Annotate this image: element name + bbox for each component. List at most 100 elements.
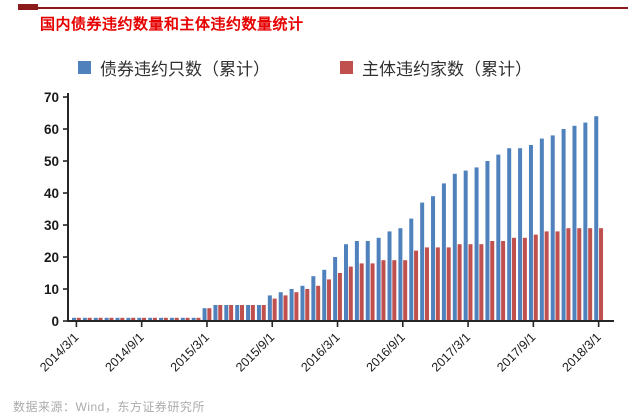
legend-item-bonds: 债券违约只数（累计）: [78, 55, 270, 80]
issuer-count-bar: [250, 305, 255, 321]
issuer-count-bar: [229, 305, 234, 321]
bond-count-bar: [202, 308, 207, 321]
y-axis-tick-label: 30: [44, 218, 59, 233]
issuer-count-bar: [381, 260, 386, 321]
bond-count-bar: [496, 154, 501, 321]
x-axis-tick-label: 2015/3/1: [168, 330, 212, 374]
bond-count-bar: [518, 148, 523, 321]
issuer-count-bar: [468, 244, 473, 321]
issuer-count-bar: [490, 241, 495, 321]
issuer-count-bar: [599, 228, 604, 321]
bond-count-bar: [463, 170, 468, 321]
x-axis-tick-label: 2017/3/1: [429, 330, 473, 374]
bond-count-bar: [256, 305, 261, 321]
issuer-count-bar: [512, 237, 516, 321]
x-axis-tick-label: 2016/9/1: [364, 330, 408, 374]
bond-count-bar: [452, 173, 457, 321]
issuer-count-bar: [261, 305, 266, 321]
bond-count-bar: [104, 317, 109, 321]
top-rule-line: [18, 7, 628, 9]
issuer-count-bar: [522, 237, 527, 321]
bond-count-bar: [398, 228, 403, 321]
y-axis-tick-label: 50: [44, 154, 59, 169]
issuer-count-bar: [185, 317, 190, 321]
bond-count-bar: [213, 305, 218, 321]
bond-count-bar: [137, 317, 142, 321]
issuer-count-bar: [588, 228, 593, 321]
bond-count-bar: [561, 129, 566, 321]
issuer-count-bar: [392, 260, 397, 321]
bond-count-bar: [322, 269, 327, 321]
issuer-count-bar: [359, 263, 364, 321]
legend-label-bonds: 债券违约只数（累计）: [100, 60, 270, 79]
issuer-count-bar: [316, 285, 321, 321]
issuer-count-bar: [98, 317, 103, 321]
legend-label-issuers: 主体违约家数（累计）: [362, 60, 532, 79]
issuer-count-bar: [218, 305, 223, 321]
bond-count-bar: [528, 145, 533, 321]
issuer-count-bar: [337, 273, 342, 321]
issuer-count-bar: [327, 279, 332, 321]
issuer-count-bar: [370, 263, 375, 321]
issuer-count-bar: [577, 228, 582, 321]
x-axis-tick-label: 2014/9/1: [102, 330, 146, 374]
bond-count-bar: [311, 276, 316, 321]
bond-count-bar: [474, 167, 479, 321]
issuer-count-bar: [424, 247, 429, 321]
bond-count-bar: [431, 196, 436, 321]
issuer-series-swatch-icon: [340, 61, 353, 74]
bond-count-bar: [300, 285, 305, 321]
bond-count-bar: [267, 295, 272, 321]
bond-count-bar: [191, 317, 196, 321]
bond-count-bar: [289, 289, 294, 321]
x-axis-tick-label: 2015/9/1: [233, 330, 277, 374]
bond-count-bar: [148, 317, 153, 321]
bond-count-bar: [93, 317, 98, 321]
issuer-count-bar: [566, 228, 571, 321]
chart-title: 国内债券违约数量和主体违约数量统计: [40, 16, 304, 33]
y-axis-tick-label: 20: [44, 250, 59, 265]
bond-count-bar: [224, 305, 229, 321]
issuer-count-bar: [414, 250, 419, 321]
issuer-count-bar: [501, 241, 506, 321]
bond-count-bar: [507, 148, 512, 321]
bond-count-bar: [583, 122, 588, 321]
x-axis-tick-label: 2018/3/1: [559, 330, 603, 374]
issuer-count-bar: [207, 308, 212, 321]
issuer-count-bar: [196, 317, 201, 321]
bond-count-bar: [485, 161, 490, 321]
issuer-count-bar: [435, 247, 440, 321]
y-axis-tick-label: 10: [44, 282, 59, 297]
bond-count-bar: [376, 237, 381, 321]
issuer-count-bar: [240, 305, 244, 321]
issuer-count-bar: [457, 244, 462, 321]
x-axis-tick-label: 2014/3/1: [37, 330, 81, 374]
x-axis-tick-label: 2016/3/1: [298, 330, 342, 374]
bond-count-bar: [235, 305, 240, 321]
bond-count-bar: [72, 317, 76, 321]
bond-count-bar: [441, 183, 446, 321]
issuer-count-bar: [174, 317, 179, 321]
bond-count-bar: [115, 317, 120, 321]
y-axis-tick-label: 60: [44, 122, 59, 137]
issuer-count-bar: [479, 244, 484, 321]
y-axis-tick-label: 70: [44, 90, 59, 105]
issuer-count-bar: [142, 317, 147, 321]
y-axis-tick-label: 0: [51, 314, 59, 329]
issuer-count-bar: [283, 295, 288, 321]
bond-count-bar: [159, 317, 164, 321]
issuer-count-bar: [533, 234, 538, 321]
issuer-count-bar: [348, 266, 353, 321]
issuer-count-bar: [305, 289, 310, 321]
data-source-note: 数据来源：Wind，东方证券研究所: [13, 400, 205, 414]
issuer-count-bar: [163, 317, 168, 321]
issuer-count-bar: [87, 317, 92, 321]
bond-count-bar: [409, 218, 414, 321]
issuer-count-bar: [272, 298, 277, 321]
bond-count-bar: [387, 231, 392, 321]
bond-count-bar: [333, 257, 338, 321]
issuer-count-bar: [403, 260, 408, 321]
bond-count-bar: [550, 135, 555, 321]
bond-count-bar: [420, 202, 425, 321]
